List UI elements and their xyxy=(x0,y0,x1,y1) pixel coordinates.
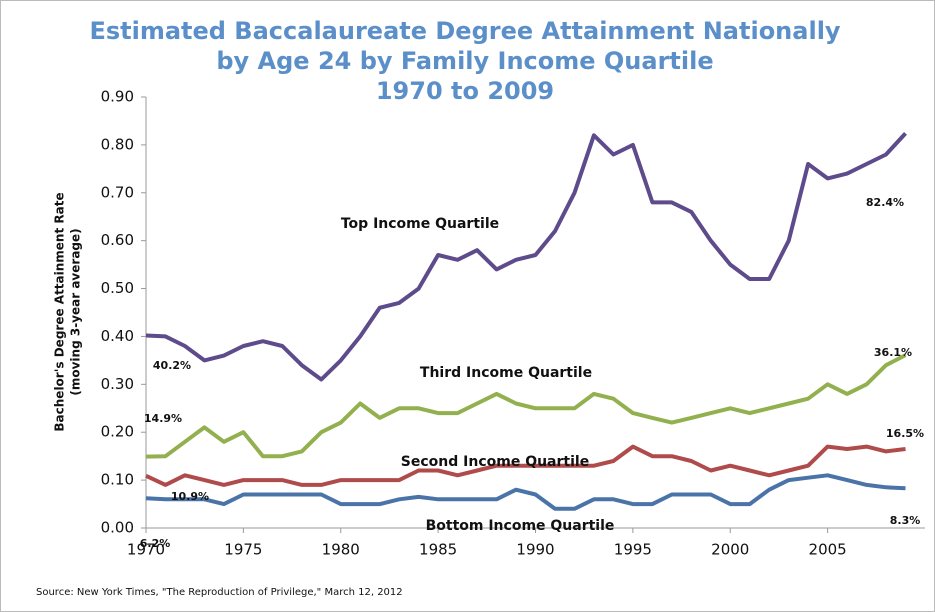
annotation: 82.4% xyxy=(866,196,904,209)
annotation: 6.2% xyxy=(140,537,171,550)
x-tick-label: 1980 xyxy=(322,541,360,559)
chart-title: by Age 24 by Family Income Quartile xyxy=(216,47,713,75)
source: Source: New York Times, "The Reproductio… xyxy=(36,587,403,598)
y-tick-label: 0.60 xyxy=(101,231,134,249)
y-tick-label: 0.90 xyxy=(101,88,134,106)
annotation: 40.2% xyxy=(153,359,191,372)
x-tick-label: 1990 xyxy=(516,541,554,559)
series-line xyxy=(145,353,907,459)
chart-title: 1970 to 2009 xyxy=(376,77,554,105)
y-tick-label: 0.30 xyxy=(101,375,134,393)
x-tick-label: 1970 xyxy=(127,541,165,559)
x-tick-label: 2005 xyxy=(809,541,847,559)
y-tick-label: 0.00 xyxy=(101,519,134,537)
series-line xyxy=(145,132,907,382)
annotation: 16.5% xyxy=(886,427,924,440)
y-axis-label: (moving 3-year average) xyxy=(69,228,83,395)
y-tick-label: 0.70 xyxy=(101,183,134,201)
y-tick-label: 0.20 xyxy=(101,423,134,441)
y-axis-label: Bachelor's Degree Attainment Rate xyxy=(53,192,67,431)
annotation: 8.3% xyxy=(890,514,921,527)
y-tick-label: 0.10 xyxy=(101,471,134,489)
y-tick-label: 0.40 xyxy=(101,327,134,345)
series-label: Bottom Income Quartile xyxy=(426,518,615,534)
series-label: Third Income Quartile xyxy=(420,365,592,381)
chart-title: Estimated Baccalaureate Degree Attainmen… xyxy=(89,17,840,45)
x-tick-label: 2000 xyxy=(711,541,749,559)
series-line xyxy=(145,444,906,487)
series-label: Top Income Quartile xyxy=(341,216,499,232)
x-tick-label: 1995 xyxy=(614,541,652,559)
x-tick-label: 1985 xyxy=(419,541,457,559)
y-tick-label: 0.80 xyxy=(101,135,134,153)
series-line xyxy=(145,473,906,511)
series-label: Second Income Quartile xyxy=(401,454,589,470)
x-tick-label: 1975 xyxy=(224,541,262,559)
annotation: 10.9% xyxy=(171,490,209,503)
annotation: 36.1% xyxy=(874,346,912,359)
y-tick-label: 0.50 xyxy=(101,279,134,297)
annotation: 14.9% xyxy=(144,412,182,425)
